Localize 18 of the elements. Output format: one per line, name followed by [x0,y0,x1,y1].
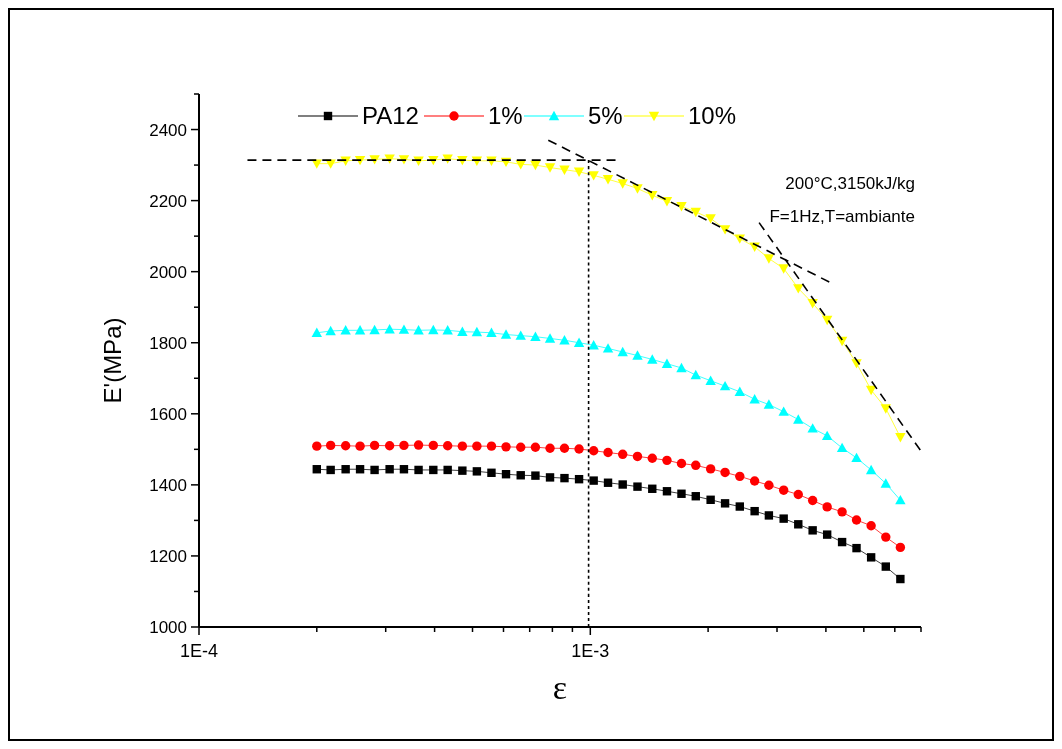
y-tick-label: 2200 [149,191,187,211]
x-tick-label: 1E-4 [179,641,219,661]
y-tick-label: 1400 [149,475,187,495]
y-axis-title: E'(MPa) [99,317,126,404]
y-tick-label: 1200 [149,546,187,566]
y-tick-label: 1000 [149,618,187,637]
legend-label: 1% [488,102,523,129]
legend-label: PA12 [362,102,419,129]
annotation: F=1Hz,T=ambiante [769,207,915,226]
x-tick-label: 1E-3 [571,641,610,661]
annotation: 200°C,3150kJ/kg [785,174,915,193]
legend-label: 10% [688,102,737,129]
y-tick-label: 1600 [149,404,187,424]
y-tick-label: 1800 [149,333,187,353]
legend-label: 5% [588,102,623,129]
y-tick-label: 2000 [149,262,187,282]
y-tick-label: 2400 [149,120,187,140]
x-axis-title: ε [552,669,568,706]
